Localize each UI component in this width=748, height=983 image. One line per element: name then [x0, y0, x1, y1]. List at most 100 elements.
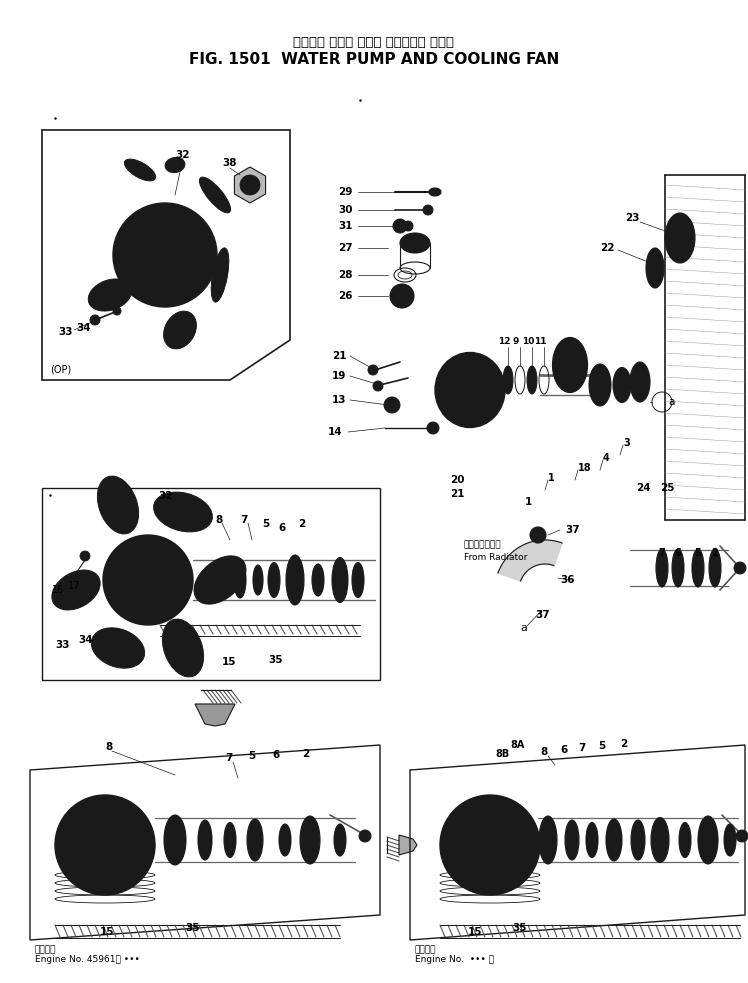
Ellipse shape [213, 559, 227, 601]
Ellipse shape [651, 818, 669, 862]
Ellipse shape [445, 363, 495, 418]
Text: 35: 35 [185, 923, 200, 933]
Ellipse shape [613, 368, 631, 402]
Text: a: a [668, 397, 675, 407]
Text: 8: 8 [105, 742, 112, 752]
Ellipse shape [247, 819, 263, 861]
Ellipse shape [606, 819, 622, 861]
Text: 14: 14 [328, 427, 343, 437]
Text: FIG. 1501  WATER PUMP AND COOLING FAN: FIG. 1501 WATER PUMP AND COOLING FAN [189, 52, 559, 68]
Ellipse shape [656, 549, 668, 587]
Circle shape [80, 551, 90, 561]
Text: 1: 1 [548, 473, 555, 483]
Circle shape [359, 830, 371, 842]
Text: 13: 13 [332, 395, 346, 405]
Circle shape [113, 203, 217, 307]
Ellipse shape [97, 476, 138, 534]
Text: 5: 5 [262, 519, 269, 529]
Ellipse shape [312, 564, 324, 596]
Text: 33: 33 [58, 327, 73, 337]
Ellipse shape [153, 492, 212, 532]
Text: 23: 23 [625, 213, 640, 223]
Ellipse shape [162, 619, 203, 677]
Ellipse shape [709, 549, 721, 587]
Text: Engine No. 45961～ •••: Engine No. 45961～ ••• [35, 955, 140, 964]
Ellipse shape [400, 233, 430, 253]
Text: 26: 26 [338, 291, 352, 301]
Ellipse shape [253, 565, 263, 595]
Ellipse shape [165, 157, 185, 173]
Circle shape [384, 397, 400, 413]
Text: 32: 32 [158, 491, 173, 501]
Ellipse shape [565, 820, 579, 860]
Text: 2: 2 [620, 739, 628, 749]
Text: 30: 30 [338, 205, 352, 215]
Ellipse shape [539, 816, 557, 864]
Circle shape [452, 372, 488, 408]
Text: 37: 37 [535, 610, 550, 620]
Ellipse shape [352, 562, 364, 598]
Circle shape [113, 307, 121, 315]
Ellipse shape [234, 562, 246, 598]
Ellipse shape [589, 364, 611, 406]
Text: 29: 29 [338, 187, 352, 197]
Ellipse shape [435, 353, 505, 428]
Circle shape [136, 568, 160, 592]
Text: 22: 22 [600, 243, 615, 253]
Ellipse shape [429, 188, 441, 196]
Text: 6: 6 [560, 745, 567, 755]
Circle shape [368, 365, 378, 375]
Text: 適用号数: 適用号数 [415, 946, 437, 954]
Ellipse shape [527, 366, 537, 394]
Ellipse shape [91, 628, 144, 668]
Circle shape [734, 562, 746, 574]
Ellipse shape [665, 213, 695, 263]
Ellipse shape [672, 549, 684, 587]
Circle shape [103, 535, 193, 625]
Text: ウォータ ポンプ および クーリング ファン: ウォータ ポンプ および クーリング ファン [293, 35, 455, 48]
Ellipse shape [164, 815, 186, 865]
Text: 28: 28 [338, 270, 352, 280]
Text: 34: 34 [78, 635, 93, 645]
Ellipse shape [586, 823, 598, 857]
Circle shape [427, 422, 439, 434]
Circle shape [151, 268, 159, 276]
Text: 21: 21 [450, 489, 465, 499]
Ellipse shape [224, 823, 236, 857]
Ellipse shape [630, 362, 650, 402]
Circle shape [736, 830, 748, 842]
Text: 7: 7 [225, 753, 233, 763]
Text: 1: 1 [525, 497, 533, 507]
Circle shape [61, 585, 75, 599]
Polygon shape [399, 835, 417, 855]
Ellipse shape [52, 570, 100, 610]
Text: 5: 5 [598, 741, 605, 751]
Circle shape [390, 284, 414, 308]
Text: 25: 25 [660, 483, 675, 493]
Ellipse shape [198, 820, 212, 860]
Circle shape [393, 219, 407, 233]
Text: From Radiator: From Radiator [464, 552, 527, 561]
Text: 37: 37 [565, 525, 580, 535]
Ellipse shape [631, 820, 645, 860]
Text: Engine No.  ••• ～: Engine No. ••• ～ [415, 955, 494, 964]
Circle shape [55, 795, 155, 895]
Text: 27: 27 [338, 243, 352, 253]
Circle shape [90, 315, 100, 325]
Ellipse shape [300, 816, 320, 864]
Ellipse shape [124, 159, 156, 181]
Ellipse shape [200, 177, 230, 213]
Ellipse shape [194, 555, 246, 605]
Text: 2: 2 [711, 548, 718, 558]
Text: 35: 35 [268, 655, 283, 665]
Text: 32: 32 [175, 150, 189, 160]
Text: 8: 8 [215, 515, 222, 525]
Text: 4: 4 [603, 453, 610, 463]
Circle shape [403, 221, 413, 231]
Circle shape [240, 175, 260, 195]
Circle shape [530, 527, 546, 543]
Ellipse shape [164, 312, 197, 349]
Text: 15: 15 [222, 657, 236, 667]
Text: 35: 35 [512, 923, 527, 933]
Text: 2: 2 [302, 749, 309, 759]
